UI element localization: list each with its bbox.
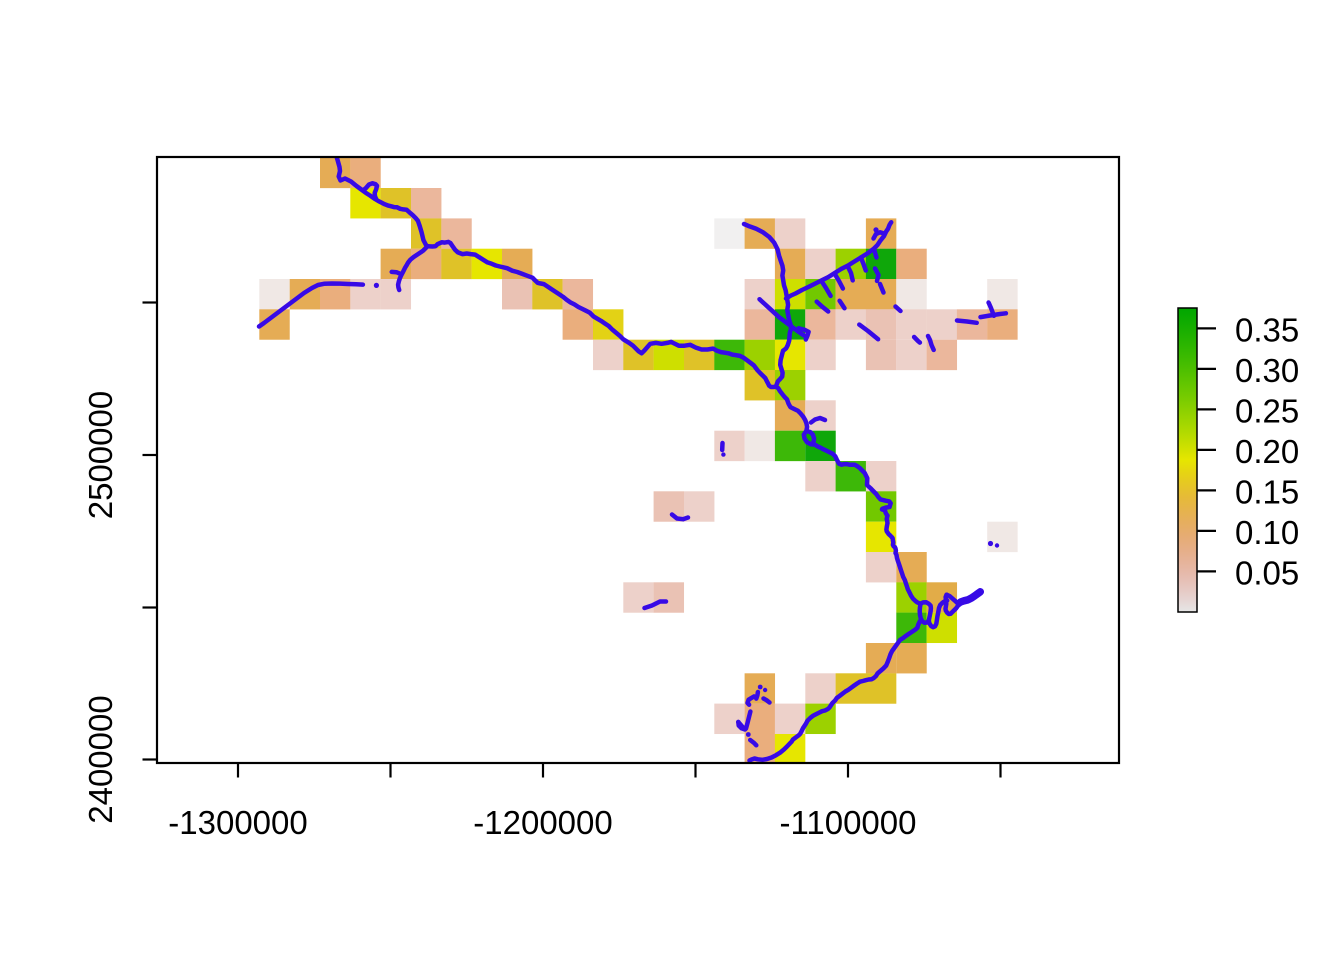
svg-text:-1300000: -1300000 — [168, 804, 307, 841]
svg-text:2400000: 2400000 — [82, 695, 119, 823]
svg-text:0.35: 0.35 — [1235, 311, 1299, 348]
svg-text:0.15: 0.15 — [1235, 473, 1299, 510]
svg-text:0.05: 0.05 — [1235, 554, 1299, 591]
svg-text:0.25: 0.25 — [1235, 392, 1299, 429]
svg-text:2500000: 2500000 — [82, 391, 119, 519]
svg-text:0.30: 0.30 — [1235, 352, 1299, 389]
svg-text:-1100000: -1100000 — [779, 804, 916, 841]
svg-text:-1200000: -1200000 — [473, 804, 612, 841]
svg-text:0.10: 0.10 — [1235, 514, 1299, 551]
svg-text:0.20: 0.20 — [1235, 433, 1299, 470]
